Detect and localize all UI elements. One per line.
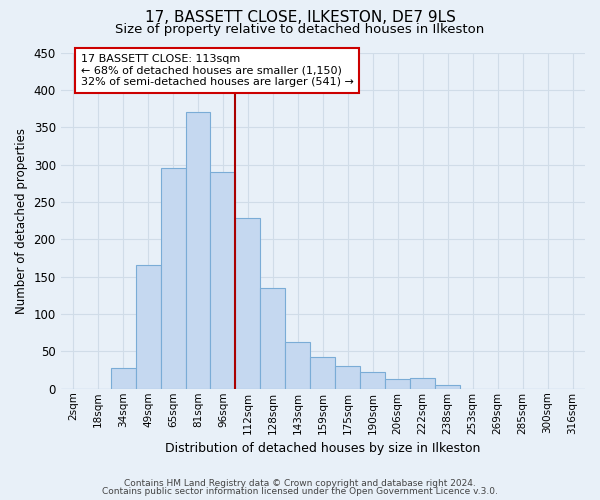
Text: Size of property relative to detached houses in Ilkeston: Size of property relative to detached ho… [115, 22, 485, 36]
Bar [260, 288, 286, 389]
Bar [360, 372, 385, 389]
Bar [136, 266, 161, 389]
Bar [410, 378, 435, 389]
Text: Contains HM Land Registry data © Crown copyright and database right 2024.: Contains HM Land Registry data © Crown c… [124, 478, 476, 488]
X-axis label: Distribution of detached houses by size in Ilkeston: Distribution of detached houses by size … [165, 442, 481, 455]
Bar [185, 112, 211, 389]
Bar [235, 218, 260, 389]
Bar [310, 356, 335, 389]
Text: 17, BASSETT CLOSE, ILKESTON, DE7 9LS: 17, BASSETT CLOSE, ILKESTON, DE7 9LS [145, 10, 455, 25]
Bar [110, 368, 136, 389]
Bar [211, 172, 235, 389]
Y-axis label: Number of detached properties: Number of detached properties [15, 128, 28, 314]
Text: 17 BASSETT CLOSE: 113sqm
← 68% of detached houses are smaller (1,150)
32% of sem: 17 BASSETT CLOSE: 113sqm ← 68% of detach… [80, 54, 353, 87]
Bar [286, 342, 310, 389]
Bar [161, 168, 185, 389]
Bar [385, 379, 410, 389]
Text: Contains public sector information licensed under the Open Government Licence v.: Contains public sector information licen… [102, 487, 498, 496]
Bar [435, 385, 460, 389]
Bar [335, 366, 360, 389]
